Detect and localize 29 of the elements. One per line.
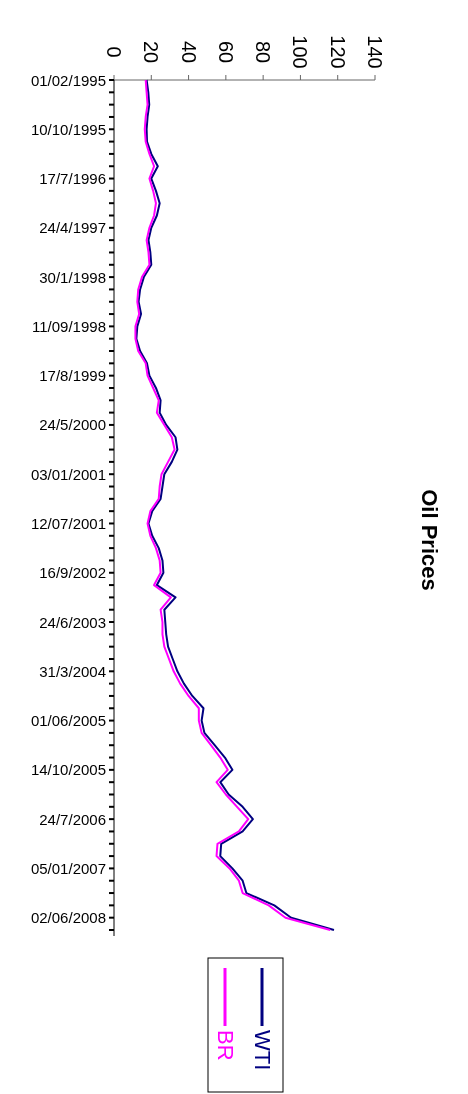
y-tick-label: 31/3/2004 <box>39 662 106 680</box>
y-tick-label: 24/7/2006 <box>39 810 106 828</box>
y-tick-label: 01/02/1995 <box>30 71 106 89</box>
x-tick-label: 60 <box>214 40 237 64</box>
y-tick-label: 01/06/2005 <box>30 712 106 730</box>
x-tick-label: 120 <box>326 35 349 69</box>
y-tick-label: 05/01/2007 <box>30 859 106 877</box>
y-tick-label: 14/10/2005 <box>30 761 106 779</box>
y-tick-label: 17/7/1996 <box>39 170 106 188</box>
x-tick-label: 100 <box>289 35 312 69</box>
x-tick-label: 140 <box>364 35 386 69</box>
text: Oil Prices <box>417 489 442 591</box>
x-tick-label: 0 <box>103 46 125 58</box>
y-tick-label: 03/01/2001 <box>30 465 106 483</box>
x-tick-label: 80 <box>252 40 275 64</box>
y-tick-label: 02/06/2008 <box>30 909 106 927</box>
text: WTI <box>249 1030 275 1071</box>
text: BR <box>212 1030 238 1061</box>
x-tick-label: 40 <box>177 40 200 64</box>
y-tick-label: 17/8/1999 <box>39 367 106 385</box>
y-tick-label: 24/4/1997 <box>39 219 106 237</box>
y-tick-label: 16/9/2002 <box>39 564 106 582</box>
y-tick-label: 30/1/1998 <box>39 268 106 286</box>
y-tick-label: 24/6/2003 <box>39 613 106 631</box>
y-tick-label: 11/09/1998 <box>32 317 106 335</box>
y-tick-label: 24/5/2000 <box>39 416 106 434</box>
y-tick-label: 10/10/1995 <box>30 120 106 138</box>
x-tick-label: 20 <box>140 40 163 64</box>
y-tick-label: 12/07/2001 <box>30 514 106 532</box>
